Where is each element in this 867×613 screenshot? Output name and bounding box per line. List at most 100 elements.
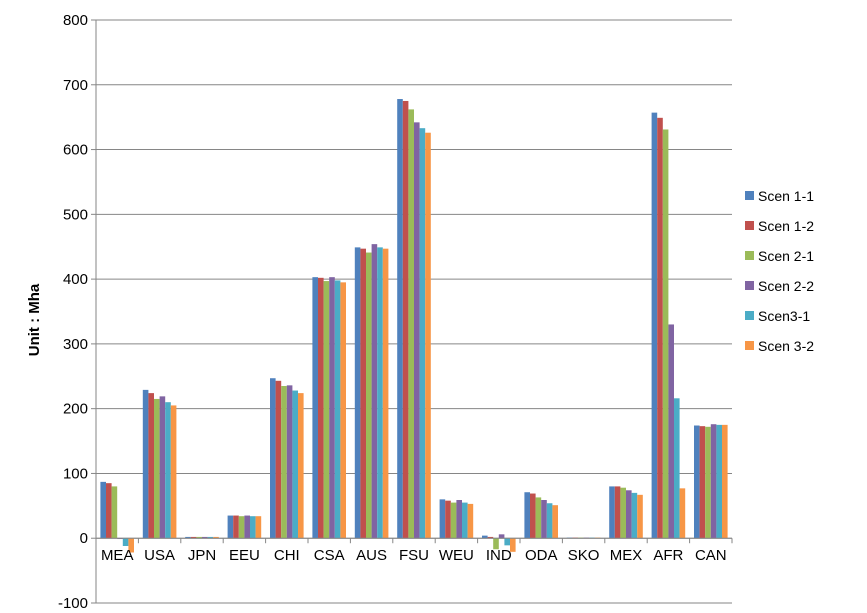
bar [631, 492, 638, 539]
bar [244, 515, 250, 539]
bars [100, 99, 728, 553]
bar [699, 426, 706, 539]
bar [467, 503, 474, 539]
legend-label: Scen 1-1 [758, 188, 814, 204]
bar [524, 492, 530, 539]
x-category-label: IND [486, 547, 512, 564]
bar [637, 494, 643, 539]
bar [286, 385, 293, 539]
bar [233, 515, 239, 539]
bar [207, 536, 214, 539]
bar [142, 389, 149, 539]
y-tick-label: 200 [63, 401, 88, 418]
y-axis-label: Unit : Mha [26, 283, 43, 356]
bar [662, 129, 669, 539]
x-category-label: ODA [525, 547, 558, 564]
legend-label: Scen 3-2 [758, 338, 814, 354]
bar [111, 486, 118, 539]
legend-swatch [745, 311, 754, 320]
x-category-label: AFR [653, 547, 683, 564]
bar [354, 247, 361, 539]
x-category-label: CAN [695, 547, 727, 564]
legend-swatch [745, 221, 754, 230]
x-category-label: EEU [229, 547, 260, 564]
y-tick-label: 300 [63, 336, 88, 353]
bar [397, 99, 403, 539]
bar [334, 280, 341, 539]
bar [106, 483, 112, 539]
y-tick-label: 600 [63, 142, 88, 159]
legend-label: Scen3-1 [758, 308, 810, 324]
bar [227, 515, 234, 539]
bar [122, 538, 129, 546]
bar [159, 396, 166, 539]
bar [366, 252, 372, 539]
bar [329, 277, 335, 539]
legend-item: Scen 2-2 [745, 278, 814, 294]
bar [270, 378, 276, 539]
y-tick-label: -100 [58, 595, 88, 612]
bar [450, 502, 457, 539]
bar [439, 499, 446, 539]
bar [202, 536, 208, 539]
bar [487, 536, 494, 539]
bar [546, 503, 553, 539]
bar [716, 424, 722, 539]
y-tick-label: 500 [63, 206, 88, 223]
x-category-label: WEU [439, 547, 474, 564]
bar [100, 481, 106, 539]
bar [722, 424, 728, 539]
bar [510, 538, 516, 552]
bar [165, 402, 171, 539]
legend-swatch [745, 341, 754, 350]
bar [456, 500, 462, 539]
bar [674, 398, 680, 539]
bar [360, 248, 366, 539]
bar [552, 505, 558, 539]
x-category-label: SKO [568, 547, 600, 564]
bar [298, 393, 304, 539]
bar [530, 493, 536, 539]
legend-swatch [745, 191, 754, 200]
y-tick-label: 800 [63, 12, 88, 29]
bar [318, 277, 324, 539]
bar [382, 248, 389, 539]
bar [541, 500, 547, 539]
bar [148, 393, 154, 539]
bar [614, 486, 621, 539]
legend-swatch [745, 251, 754, 260]
bar [128, 538, 134, 553]
y-tick-label: 700 [63, 77, 88, 94]
bar [281, 385, 287, 539]
x-axis-categories: MEA USA JPN EEU CHI CSA AUS FSU WEU IND ODA SKO MEX A… [101, 547, 727, 564]
bar [482, 535, 488, 539]
bar [462, 502, 468, 539]
bar [371, 244, 378, 539]
bar [657, 117, 663, 539]
bar [238, 516, 245, 539]
bar [493, 538, 499, 550]
bar [196, 536, 202, 539]
y-tick-label: 100 [63, 465, 88, 482]
bar [170, 405, 177, 539]
legend-item: Scen 2-1 [745, 248, 814, 264]
bar [419, 128, 426, 539]
y-tick-label: 400 [63, 271, 88, 288]
legend-item: Scen3-1 [745, 308, 810, 324]
bar [620, 487, 626, 539]
x-category-label: MEX [610, 547, 643, 564]
bar [445, 500, 451, 539]
legend: Scen 1-1 Scen 1-2 Scen 2-1 Scen 2-2 Scen3-1 S… [745, 188, 814, 354]
x-category-label: CSA [314, 547, 345, 564]
bar [275, 380, 282, 539]
bar [323, 281, 330, 539]
bar [504, 538, 510, 546]
legend-item: Scen 3-2 [745, 338, 814, 354]
bar [154, 398, 160, 539]
bar [414, 122, 420, 539]
bar [694, 425, 700, 539]
bar [705, 426, 711, 539]
legend-item: Scen 1-2 [745, 218, 814, 234]
x-category-label: USA [144, 547, 175, 564]
